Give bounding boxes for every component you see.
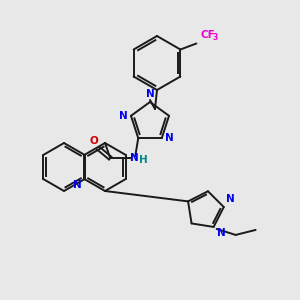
Text: O: O: [90, 136, 99, 146]
Text: N: N: [130, 153, 139, 163]
Text: N: N: [119, 111, 128, 121]
Text: N: N: [226, 194, 235, 204]
Text: N: N: [217, 228, 225, 238]
Text: CF: CF: [200, 29, 215, 40]
Text: N: N: [146, 89, 154, 99]
Text: N: N: [74, 180, 82, 190]
Text: H: H: [139, 155, 148, 165]
Text: 3: 3: [212, 34, 217, 43]
Text: N: N: [165, 133, 173, 143]
